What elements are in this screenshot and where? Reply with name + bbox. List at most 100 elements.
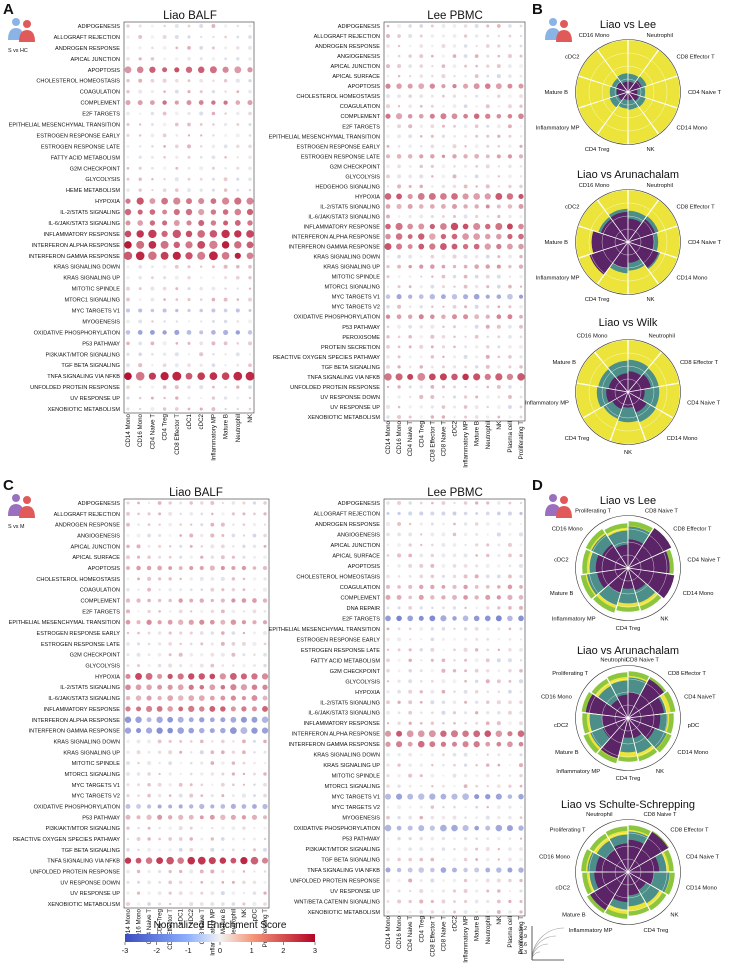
dot [508, 144, 512, 149]
dot [185, 252, 193, 260]
dot [126, 396, 130, 400]
dot [147, 512, 151, 516]
dot [188, 814, 194, 820]
dot [453, 805, 456, 809]
dot [441, 700, 446, 705]
dot [210, 740, 214, 743]
dot [408, 847, 412, 851]
dot [252, 901, 257, 907]
pathway-label: COMPLEMENT [341, 114, 381, 120]
dot [475, 679, 479, 683]
dot [452, 741, 457, 747]
dot [178, 891, 183, 896]
dot [507, 204, 513, 209]
dot [430, 532, 435, 537]
dot [397, 365, 401, 369]
dot [396, 793, 403, 800]
dot [199, 188, 203, 192]
dot [474, 658, 479, 663]
dot [519, 900, 523, 904]
dot [236, 287, 240, 290]
dot [189, 772, 193, 776]
dot [150, 35, 155, 39]
dot [138, 308, 143, 313]
dot [199, 815, 204, 820]
wedge-inner [608, 568, 628, 593]
dot [147, 555, 151, 559]
dot [231, 533, 236, 538]
radial-label: CD4 Naive T [688, 240, 722, 246]
dot [485, 154, 490, 159]
dot [397, 889, 401, 893]
dot [452, 365, 457, 369]
dot [222, 66, 229, 73]
dot [223, 220, 229, 226]
dot [242, 653, 246, 657]
dot [441, 34, 446, 38]
dot [420, 784, 423, 788]
dot [198, 208, 205, 216]
dot [242, 523, 246, 527]
dot [178, 837, 183, 841]
dot [386, 680, 390, 683]
dot [211, 188, 215, 192]
dot [397, 405, 401, 409]
dot [474, 648, 479, 652]
dot [441, 204, 446, 209]
dot [199, 308, 203, 313]
dot [430, 24, 434, 28]
dot [212, 276, 215, 280]
pathway-label: OXIDATIVE PHOSPHORYLATION [294, 826, 380, 832]
dot [408, 522, 412, 526]
dot [188, 673, 195, 680]
pathway-label: MYOGENESIS [342, 816, 380, 822]
dot [136, 891, 141, 895]
dot [163, 57, 166, 61]
dot [212, 79, 215, 82]
dot [126, 133, 130, 137]
dot [442, 215, 445, 218]
dot [210, 631, 215, 635]
dot [157, 814, 163, 820]
wedge-inner [628, 242, 659, 268]
radial-spoke [579, 717, 629, 737]
wedge-inner [606, 388, 628, 403]
dot [464, 700, 468, 704]
pathway-label: INFLAMMATORY RESPONSE [304, 721, 381, 727]
dot [185, 230, 193, 238]
dot [251, 727, 258, 734]
dot [463, 857, 468, 862]
pathway-label: KRAS SIGNALING DOWN [53, 739, 120, 745]
dot [136, 783, 141, 787]
dot [407, 244, 413, 250]
dot [408, 335, 412, 339]
dot [147, 664, 151, 668]
dot [430, 511, 435, 516]
dot [147, 880, 151, 885]
dot [151, 46, 154, 50]
pathway-label: MITOTIC SPINDLE [332, 275, 381, 281]
dot [439, 373, 447, 381]
dot [463, 511, 468, 516]
dot [440, 730, 447, 737]
dot [147, 761, 152, 766]
dot [386, 722, 390, 725]
radial-label: Neutrophil [647, 33, 673, 39]
size-tick-4: 0.3 [520, 950, 528, 956]
radial-label: cDC2 [554, 723, 569, 729]
radial-label: Inflammatory MP [536, 125, 580, 131]
dot [386, 564, 390, 568]
pathway-label: ANDROGEN RESPONSE [55, 46, 120, 52]
radial-label: Inflammatory MP [536, 275, 580, 281]
radial-label: CD4 Naive T [687, 558, 721, 564]
dot [136, 66, 144, 74]
dot [430, 647, 435, 652]
dot [197, 856, 206, 865]
dot [177, 716, 184, 723]
dot [418, 233, 425, 240]
radial-label: CD8 Naive T [626, 658, 660, 664]
dot [157, 620, 162, 625]
dot [430, 773, 435, 778]
dot [429, 615, 436, 622]
